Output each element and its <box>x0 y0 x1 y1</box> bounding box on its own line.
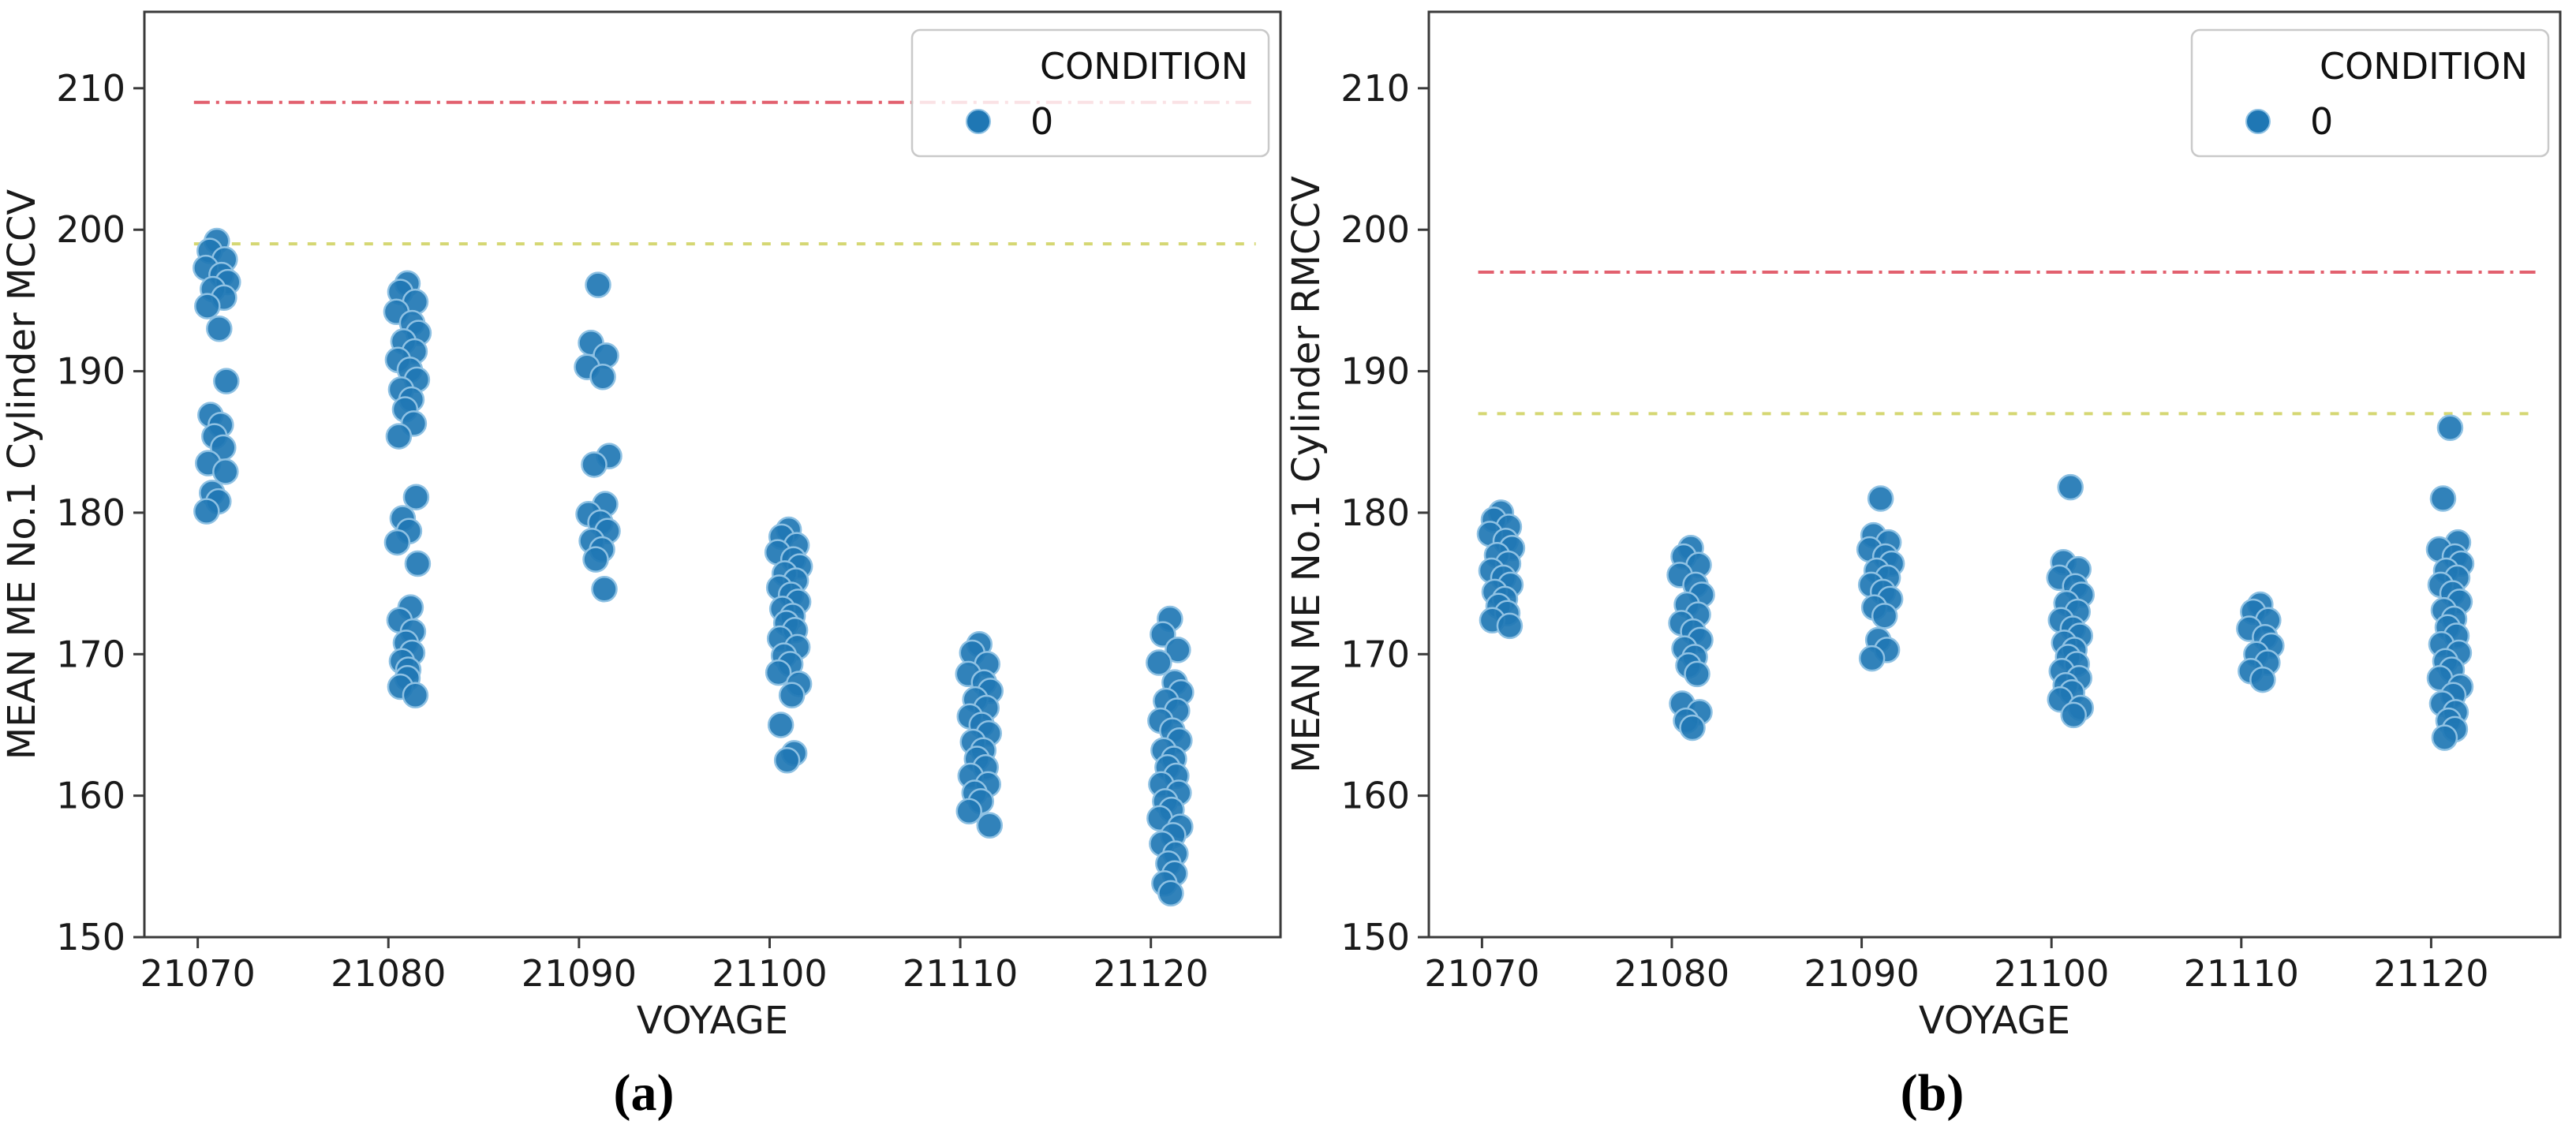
data-point <box>404 550 432 577</box>
legend-box <box>910 28 1270 158</box>
y-axis-tick-label: 180 <box>56 491 125 534</box>
x-axis-tick-label: 21100 <box>1994 952 2109 995</box>
y-axis-tick-label: 190 <box>1340 350 1410 393</box>
legend-title: CONDITION <box>2320 45 2528 88</box>
y-axis-label: MEAN ME No.1 Cylinder MCCV <box>0 189 44 760</box>
data-point <box>193 498 220 525</box>
plot-border <box>1427 10 2562 939</box>
data-point <box>1157 880 1184 907</box>
data-point <box>1684 660 1710 688</box>
x-axis-tick-label: 21100 <box>712 952 827 995</box>
y-axis-tick-label: 210 <box>1340 67 1410 110</box>
legend-title: CONDITION <box>1040 45 1248 88</box>
data-point <box>976 812 1004 839</box>
x-axis-tick-label: 21090 <box>522 952 637 995</box>
data-point <box>383 529 411 556</box>
x-axis-tick-label: 21080 <box>331 952 446 995</box>
data-point <box>582 546 609 573</box>
data-point <box>1858 644 1886 672</box>
legend-item-label: 0 <box>2310 100 2333 143</box>
x-axis-tick-label: 21080 <box>1614 952 1729 995</box>
data-point <box>2249 666 2276 693</box>
x-axis-label: VOYAGE <box>637 999 788 1043</box>
data-point <box>2429 485 2457 512</box>
panel-b: 150 160 170 180 190 200 210 21070 21080 21090 2110… <box>1284 10 2562 1043</box>
x-axis-tick-label: 21120 <box>1094 952 1209 995</box>
caption-b: (b) <box>1900 1064 1965 1122</box>
x-axis-label: VOYAGE <box>1919 999 2070 1043</box>
data-point <box>773 747 801 774</box>
data-point <box>402 682 429 709</box>
y-axis-tick-label: 150 <box>56 916 125 958</box>
data-point <box>1165 637 1191 663</box>
data-point <box>2436 414 2464 442</box>
data-point <box>589 363 616 390</box>
caption-a: (a) <box>613 1064 675 1122</box>
x-axis-tick-label: 21110 <box>903 952 1018 995</box>
data-point <box>385 423 413 450</box>
legend-box <box>2190 28 2550 158</box>
data-point <box>778 682 806 709</box>
data-point <box>955 798 983 825</box>
y-axis-tick-label: 170 <box>1340 633 1410 675</box>
data-point <box>581 451 608 478</box>
data-point <box>213 368 240 394</box>
data-point <box>2060 701 2087 729</box>
data-point <box>206 316 233 342</box>
plot-border <box>143 10 1282 939</box>
data-point <box>767 712 794 738</box>
x-axis-tick-label: 21070 <box>140 952 255 995</box>
y-axis-tick-label: 150 <box>1340 916 1410 958</box>
data-point <box>402 484 430 510</box>
data-point <box>2057 473 2084 501</box>
data-point <box>2431 724 2458 751</box>
data-point <box>1146 649 1172 676</box>
y-axis-tick-label: 190 <box>56 350 125 393</box>
data-point <box>765 659 792 686</box>
legend-marker-icon <box>966 109 991 134</box>
x-axis-tick-label: 21120 <box>2373 952 2488 995</box>
data-point <box>1496 612 1524 640</box>
y-axis-tick-label: 160 <box>56 775 125 817</box>
data-point <box>1867 485 1894 512</box>
y-axis-label: MEAN ME No.1 Cylinder RMCCV <box>1284 176 1329 773</box>
data-point <box>212 458 239 485</box>
x-axis-tick-label: 21110 <box>2184 952 2299 995</box>
panel-a: 150 160 170 180 190 200 210 21070 21080 21090 2110… <box>0 10 1282 1043</box>
legend-marker-icon <box>2245 109 2271 134</box>
data-point <box>585 271 611 298</box>
y-axis-tick-label: 180 <box>1340 491 1410 534</box>
y-axis-tick-label: 160 <box>1340 775 1410 817</box>
y-axis-tick-label: 210 <box>56 67 125 110</box>
y-axis-tick-label: 200 <box>56 208 125 251</box>
data-point <box>591 576 618 603</box>
y-axis-tick-label: 200 <box>1340 208 1410 251</box>
x-axis-tick-label: 21070 <box>1424 952 1539 995</box>
data-point <box>194 293 221 319</box>
legend-item-label: 0 <box>1030 100 1053 143</box>
y-axis-tick-label: 170 <box>56 633 125 675</box>
data-point <box>1871 603 1898 630</box>
x-axis-tick-label: 21090 <box>1804 952 1919 995</box>
data-point <box>1679 714 1706 742</box>
